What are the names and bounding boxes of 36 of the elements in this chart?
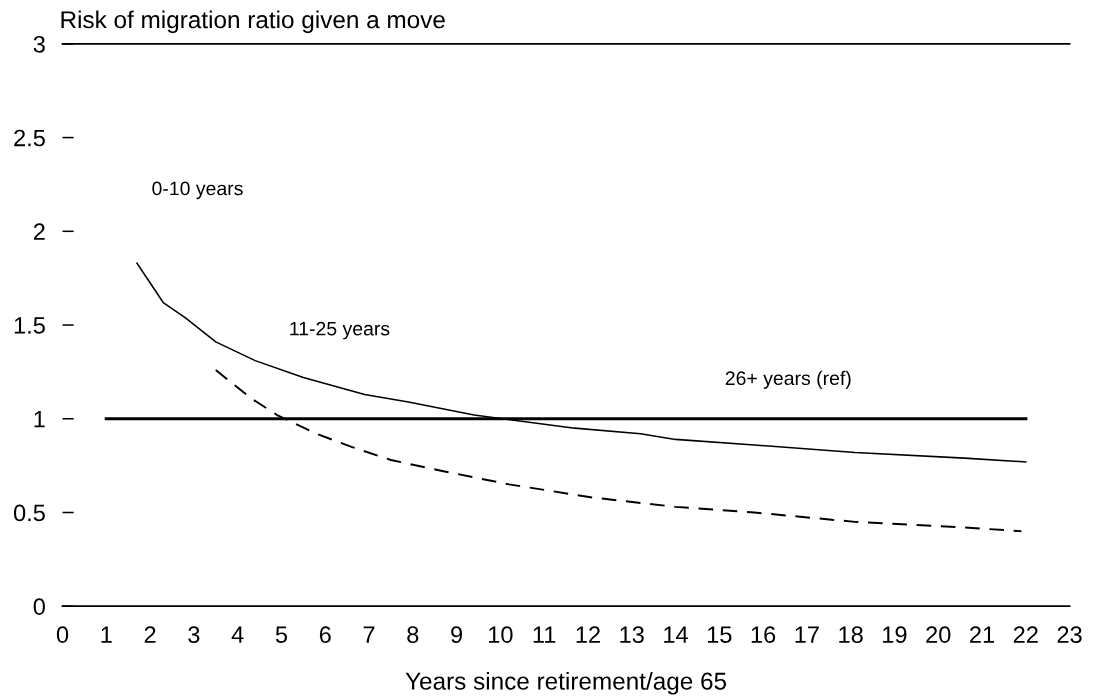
x-axis-title: Years since retirement/age 65 — [405, 671, 727, 695]
x-tick-label: 9 — [451, 626, 463, 643]
x-tick-label: 19 — [883, 626, 907, 643]
x-tick-label: 17 — [795, 626, 819, 643]
annotation: 0-10 years — [152, 181, 243, 200]
x-tick-label: 18 — [839, 626, 863, 643]
y-tick-label: 0.5 — [13, 504, 45, 522]
x-tick-label: 11 — [533, 626, 556, 643]
y-tick-label: 1.5 — [14, 317, 45, 334]
x-tick-label: 20 — [926, 626, 951, 643]
y-tick-label: 3 — [33, 35, 45, 53]
x-tick-label: 4 — [231, 626, 244, 643]
x-tick-label: 10 — [489, 626, 513, 643]
x-tick-label: 3 — [188, 626, 200, 643]
y-tick-label: 0 — [33, 598, 45, 615]
x-tick-label: 23 — [1057, 626, 1082, 643]
x-tick-label: 22 — [1013, 626, 1038, 643]
y-tick-label: 2 — [33, 223, 45, 240]
x-tick-label: 16 — [751, 626, 776, 643]
series-label: 11-25 years — [290, 321, 390, 340]
y-tick-label: 1 — [34, 411, 45, 428]
series-label: 26+ years (ref) — [725, 370, 851, 389]
x-tick-label: 5 — [275, 626, 288, 643]
x-tick-label: 21 — [970, 626, 994, 643]
x-tick-label: 1 — [101, 626, 112, 643]
y-axis-title: Risk of migration ratio given a move — [61, 10, 445, 34]
x-tick-label: 13 — [620, 626, 644, 643]
x-tick-label: 14 — [664, 626, 688, 643]
x-tick-label: 8 — [407, 626, 419, 643]
x-tick-label: 0 — [56, 626, 69, 643]
x-tick-label: 12 — [576, 626, 600, 643]
y-tick-label: 2.5 — [14, 129, 45, 147]
x-tick-label: 2 — [144, 626, 156, 643]
x-tick-label: 15 — [707, 626, 732, 643]
x-tick-label: 7 — [363, 626, 375, 643]
x-tick-label: 6 — [319, 626, 331, 643]
